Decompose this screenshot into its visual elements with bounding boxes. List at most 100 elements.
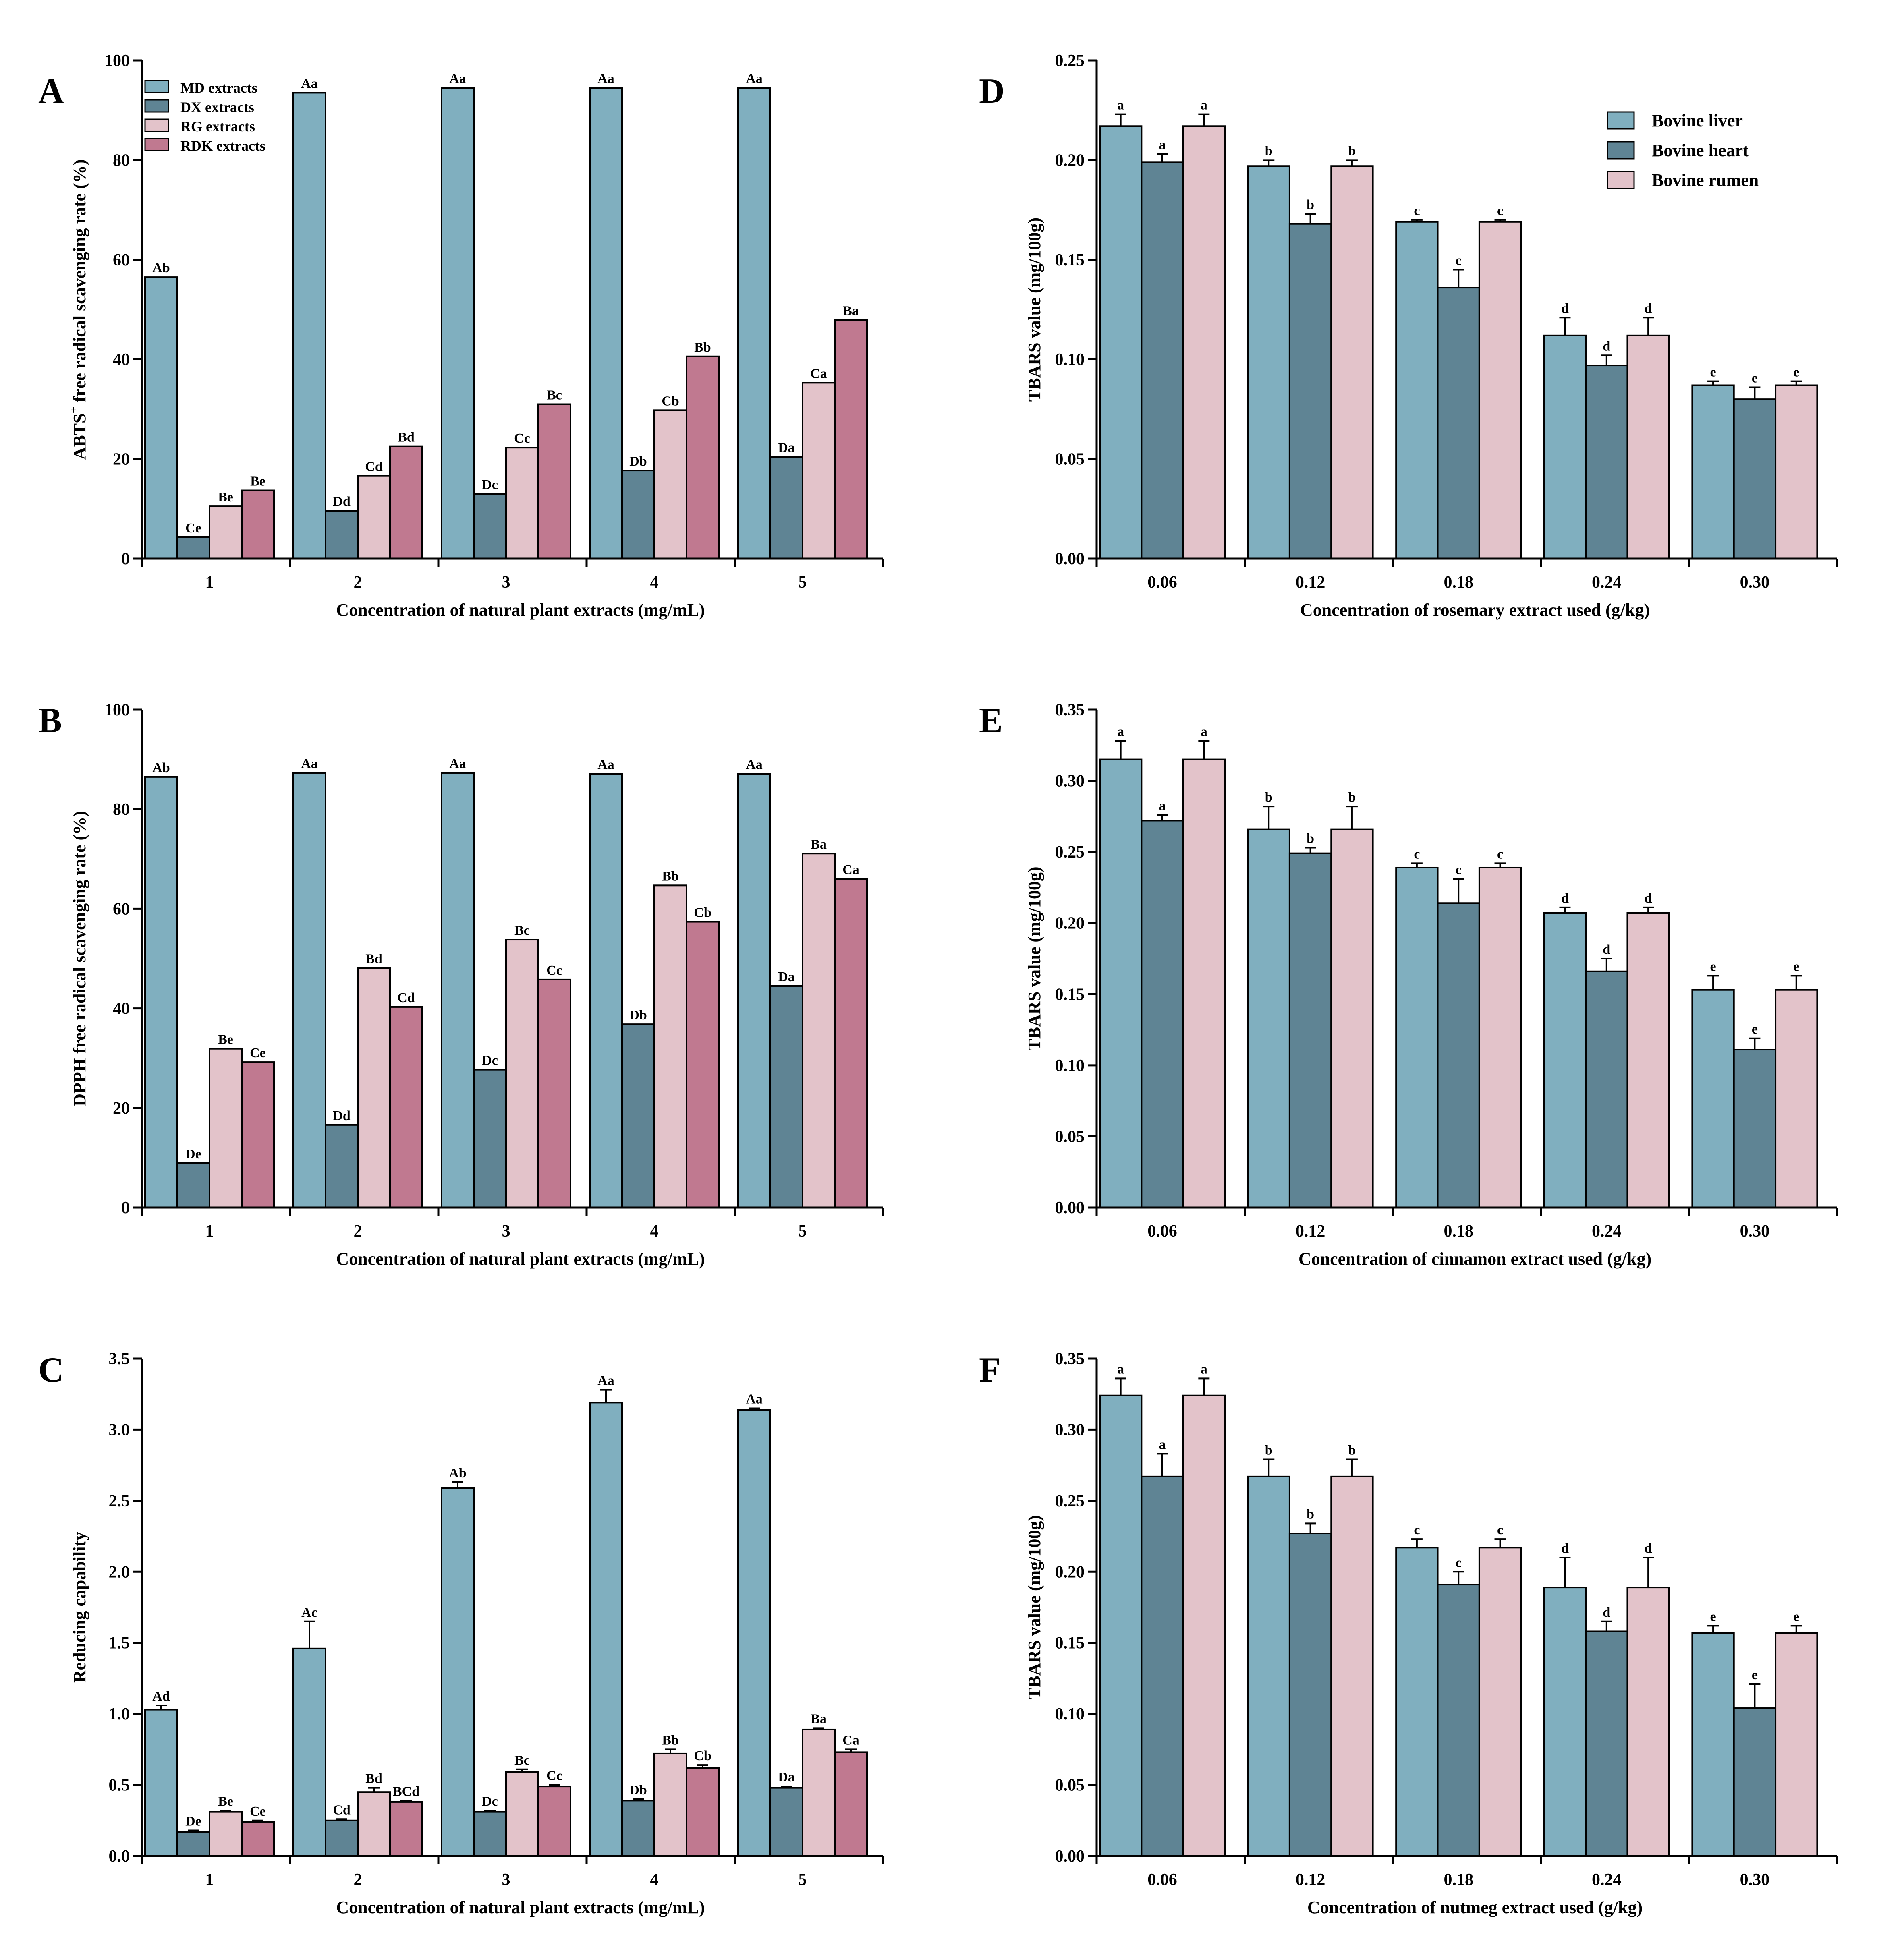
bar-significance-label: b <box>1265 143 1273 158</box>
bar-significance-label: Bc <box>547 388 562 403</box>
bar-rg <box>209 1811 243 1857</box>
legend-swatch <box>144 118 169 132</box>
bar-significance-label: Da <box>778 969 795 984</box>
bar-significance-label: Ca <box>842 1733 859 1748</box>
x-tick-label: 0.06 <box>1147 1870 1177 1889</box>
bar-heart <box>1141 161 1184 559</box>
bar-heart <box>1585 970 1628 1209</box>
bar-liver <box>1543 334 1587 559</box>
legend-swatch <box>1607 111 1635 130</box>
bar-significance-label: Aa <box>449 71 466 86</box>
bar-liver <box>1395 866 1439 1208</box>
bar-md <box>441 87 475 559</box>
x-tick-label: 0.30 <box>1740 1870 1770 1889</box>
bar-significance-label: a <box>1159 798 1166 813</box>
bar-rdk <box>834 878 868 1208</box>
y-tick-label: 40 <box>113 350 130 369</box>
bar-dx <box>176 1162 210 1209</box>
bar-rdk <box>834 319 868 559</box>
bar-significance-label: Ab <box>152 261 170 276</box>
bar-dx <box>176 536 210 559</box>
y-tick-label: 1.5 <box>109 1634 130 1653</box>
legend-label: MD extracts <box>180 80 257 96</box>
x-tick-label: 2 <box>354 1870 362 1889</box>
legend-swatch <box>144 99 169 113</box>
panel-letter: E <box>979 701 1003 740</box>
bar-md <box>292 92 326 559</box>
bar-significance-label: b <box>1348 1443 1356 1458</box>
y-tick-label: 0.10 <box>1055 350 1085 369</box>
y-tick-label: 0.10 <box>1055 1705 1085 1723</box>
bar-significance-label: Ca <box>810 366 827 381</box>
bar-dx <box>473 1811 507 1857</box>
bar-significance-label: a <box>1159 1437 1166 1452</box>
bar-significance-label: Ad <box>152 1689 170 1704</box>
bar-significance-label: BCd <box>393 1784 419 1799</box>
bar-significance-label: d <box>1561 1541 1569 1556</box>
bar-significance-label: a <box>1117 98 1124 113</box>
bar-rdk <box>241 1061 275 1208</box>
bar-rumen <box>1182 125 1226 559</box>
x-tick-label: 0.24 <box>1592 1870 1622 1889</box>
bar-significance-label: Ba <box>811 837 827 852</box>
bar-significance-label: c <box>1497 203 1503 218</box>
bar-significance-label: a <box>1201 1362 1207 1377</box>
y-tick-label: 1.0 <box>109 1705 130 1723</box>
y-axis-title-main: ABTS <box>70 413 89 460</box>
bar-md <box>441 772 475 1208</box>
bar-rumen <box>1330 165 1374 559</box>
bar-rumen <box>1182 758 1226 1208</box>
bar-significance-label: e <box>1793 1609 1799 1624</box>
y-tick-label: 0.20 <box>1055 1563 1085 1581</box>
bar-rg <box>802 1728 836 1857</box>
y-tick-label: 0.30 <box>1055 772 1085 791</box>
bar-rg <box>653 1752 687 1857</box>
bar-significance-label: a <box>1159 138 1166 153</box>
bar-liver <box>1099 758 1143 1208</box>
x-axis-title: Concentration of natural plant extracts … <box>336 1249 705 1269</box>
bar-liver <box>1099 1394 1143 1857</box>
x-axis-title: Concentration of rosemary extract used (… <box>1300 600 1650 620</box>
bar-liver <box>1247 1475 1290 1857</box>
bar-significance-label: d <box>1603 1605 1610 1620</box>
bar-significance-label: Aa <box>301 756 318 771</box>
bar-significance-label: c <box>1456 253 1462 268</box>
y-axis-title-rest: free radical scavenging rate (%) <box>70 160 89 407</box>
bar-significance-label: Ab <box>152 760 170 775</box>
y-tick-label: 0.15 <box>1055 985 1085 1004</box>
bar-significance-label: Db <box>629 1783 647 1798</box>
bar-rumen <box>1775 989 1818 1208</box>
bar-rumen <box>1626 334 1670 559</box>
y-tick-label: 0.0 <box>109 1847 130 1866</box>
bar-significance-label: Ba <box>843 303 859 318</box>
y-tick-label: 80 <box>113 151 130 170</box>
legend-label: Bovine heart <box>1652 141 1749 160</box>
bar-dx <box>325 510 359 560</box>
bar-significance-label: Bd <box>365 1771 382 1786</box>
bar-significance-label: Da <box>778 1770 795 1785</box>
bar-rg <box>505 939 539 1208</box>
legend-swatch <box>1607 171 1635 189</box>
x-tick-label: 0.24 <box>1592 573 1622 592</box>
y-tick-label: 0.35 <box>1055 701 1085 719</box>
bar-significance-label: d <box>1603 942 1610 957</box>
y-tick-label: 100 <box>104 701 130 719</box>
bar-heart <box>1141 820 1184 1208</box>
bar-significance-label: Be <box>218 1032 233 1047</box>
bar-significance-label: Aa <box>301 76 318 91</box>
bar-significance-label: d <box>1645 891 1652 906</box>
bar-dx <box>473 493 507 559</box>
bar-liver <box>1691 989 1735 1208</box>
x-tick-label: 0.06 <box>1147 573 1177 592</box>
bar-significance-label: Dd <box>333 1108 351 1123</box>
y-tick-label: 0.00 <box>1055 1199 1085 1217</box>
x-tick-label: 4 <box>650 573 659 592</box>
bar-significance-label: Bd <box>398 430 415 445</box>
x-tick-label: 0.06 <box>1147 1222 1177 1241</box>
bar-significance-label: Ce <box>250 1804 266 1819</box>
bar-significance-label: b <box>1265 1443 1273 1458</box>
